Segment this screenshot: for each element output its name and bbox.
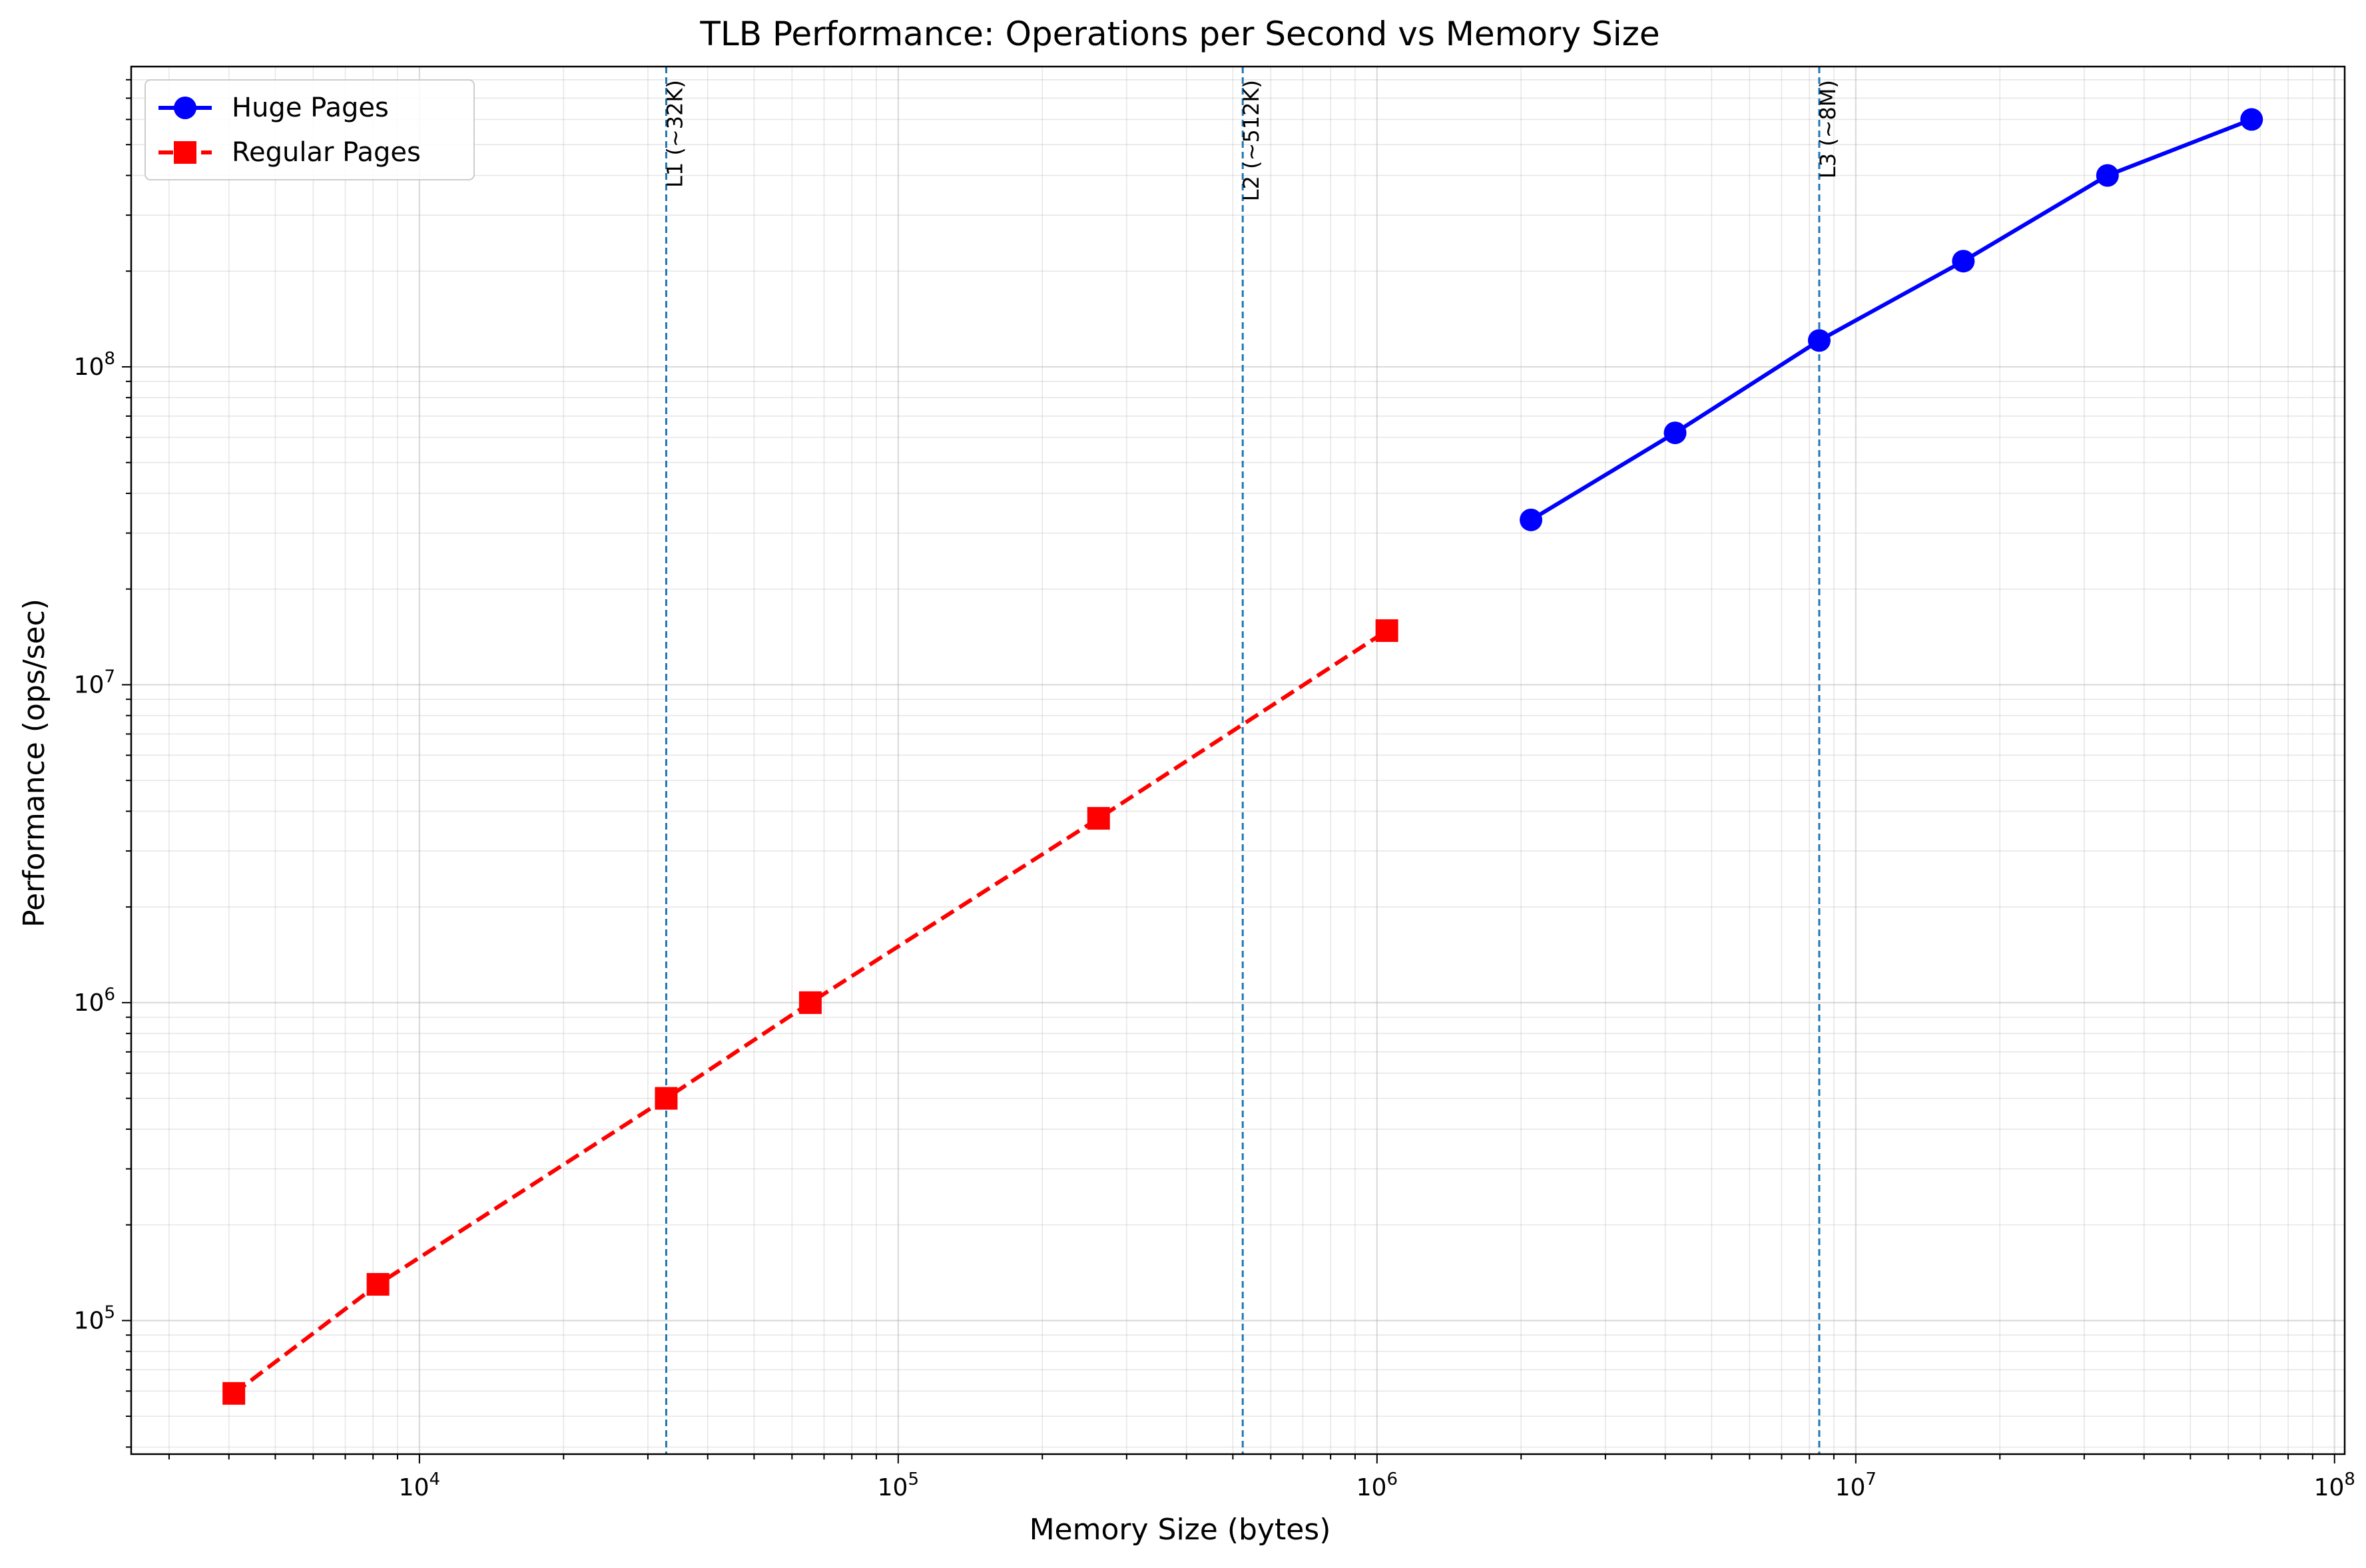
- data-point-marker: [1520, 508, 1543, 531]
- series-line: [1530, 117, 2253, 522]
- series-line: [232, 629, 1388, 1396]
- data-point-marker: [366, 1272, 390, 1296]
- cache-boundary-lines: L1 (~32K) L2 (~512K) L3 (~8M): [662, 67, 1841, 1454]
- data-point-marker: [1087, 807, 1110, 830]
- chart-title: TLB Performance: Operations per Second v…: [699, 15, 1659, 53]
- plot-frame: [130, 65, 2346, 1455]
- cache-boundary-label: L1 (~32K): [662, 80, 687, 188]
- grid-layer: [131, 67, 2345, 1454]
- data-point-marker: [222, 1382, 246, 1405]
- cache-boundary-label: L3 (~8M): [1815, 80, 1841, 178]
- y-tick-label: 105: [74, 1302, 115, 1334]
- x-tick-label: 108: [2314, 1469, 2355, 1501]
- data-point-marker: [655, 1087, 678, 1110]
- x-tick-label: 107: [1835, 1469, 1877, 1501]
- data-point-marker: [1375, 619, 1398, 643]
- legend: Huge Pages Regular Pages: [145, 79, 475, 180]
- y-tick-label: 108: [74, 349, 115, 381]
- x-axis-label: Memory Size (bytes): [1030, 1513, 1331, 1547]
- x-tick-label: 104: [399, 1469, 440, 1501]
- data-point-marker: [2240, 108, 2263, 131]
- x-tick-label: 106: [1356, 1469, 1398, 1501]
- legend-marker-swatch: [174, 97, 196, 119]
- axis-ticks: 104 105 106 107 108 105 106 107 108: [74, 79, 2355, 1501]
- y-axis-label: Performance (ops/sec): [17, 599, 51, 927]
- y-tick-label: 107: [74, 666, 115, 698]
- data-point-marker: [798, 991, 822, 1014]
- data-point-marker: [1663, 421, 1687, 445]
- series-layer: [222, 108, 2263, 1405]
- x-tick-label: 105: [878, 1469, 919, 1501]
- legend-marker-swatch: [174, 141, 196, 164]
- data-point-marker: [1807, 329, 1831, 352]
- data-point-marker: [1952, 250, 1975, 273]
- y-tick-label: 106: [74, 985, 115, 1017]
- cache-boundary-label: L2 (~512K): [1239, 80, 1264, 201]
- legend-box: [145, 79, 475, 180]
- legend-label: Regular Pages: [232, 137, 421, 168]
- data-point-marker: [2096, 164, 2119, 187]
- legend-label: Huge Pages: [232, 93, 389, 123]
